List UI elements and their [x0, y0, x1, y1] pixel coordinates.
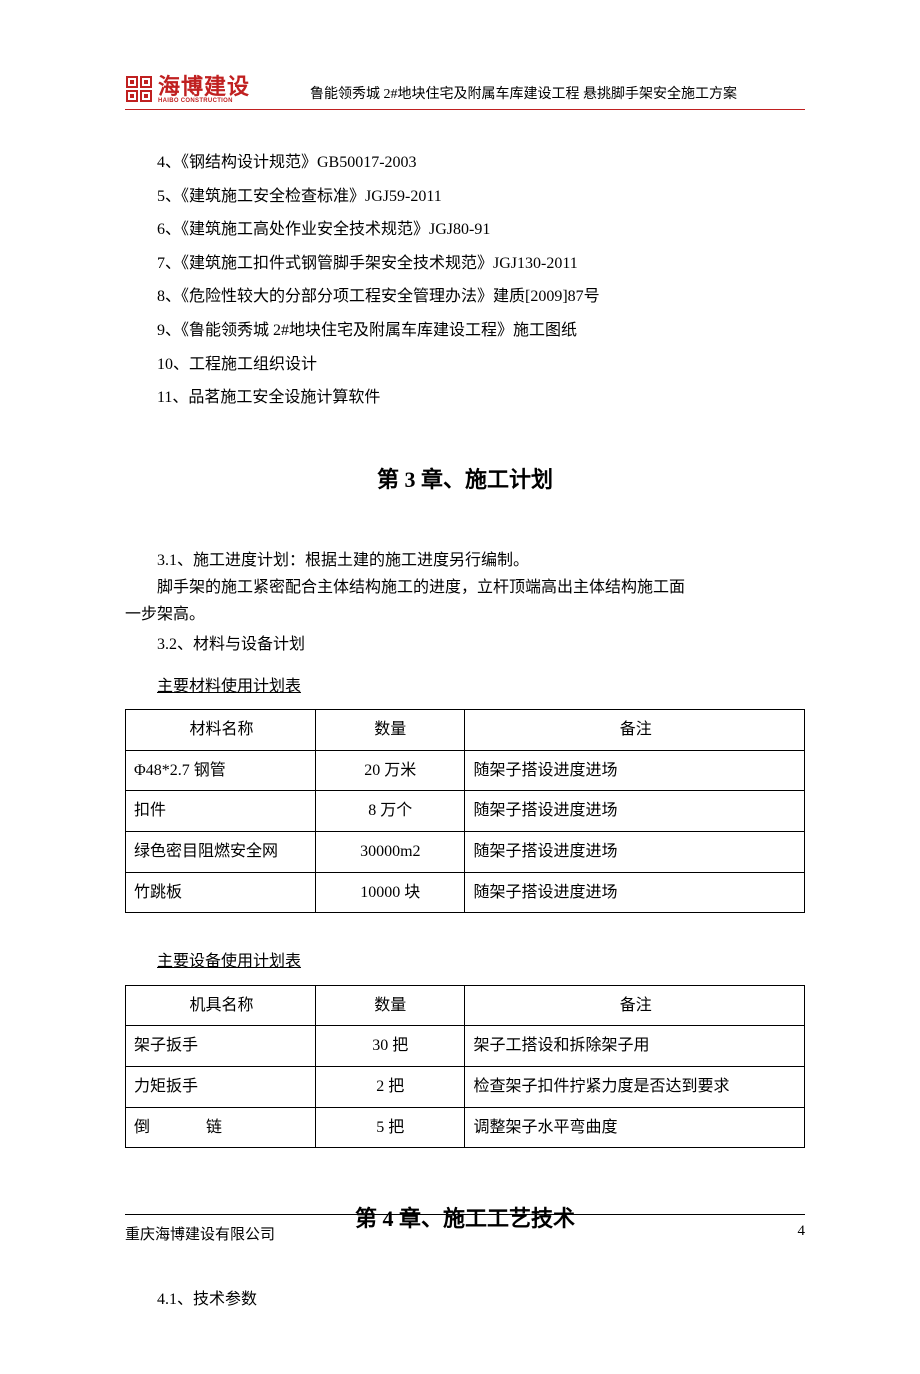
page-header: 海博建设 HAIBO CONSTRUCTION 鲁能领秀城 2#地块住宅及附属车…	[125, 75, 805, 110]
table-header: 机具名称	[126, 985, 316, 1026]
footer-page-number: 4	[798, 1223, 806, 1244]
table-cell: 2 把	[316, 1067, 465, 1108]
logo-icon	[125, 75, 155, 105]
table-cell: 随架子搭设进度进场	[465, 750, 805, 791]
ref-item: 11、品茗施工安全设施计算软件	[125, 381, 805, 415]
ref-item: 6、《建筑施工高处作业安全技术规范》JGJ80-91	[125, 213, 805, 247]
logo-en: HAIBO CONSTRUCTION	[158, 98, 250, 104]
table-row: Φ48*2.7 钢管 20 万米 随架子搭设进度进场	[126, 750, 805, 791]
logo-cn: 海博建设	[158, 76, 250, 98]
table-cell: 30 把	[316, 1026, 465, 1067]
table-header: 数量	[316, 710, 465, 751]
chapter3-p3: 3.2、材料与设备计划	[125, 631, 805, 658]
table-row: 竹跳板 10000 块 随架子搭设进度进场	[126, 872, 805, 913]
table-header: 数量	[316, 985, 465, 1026]
table-row: 扣件 8 万个 随架子搭设进度进场	[126, 791, 805, 832]
table-cell: 30000m2	[316, 832, 465, 873]
chapter3-p2-line2: 一步架高。	[125, 601, 805, 628]
table-row: 倒链 5 把 调整架子水平弯曲度	[126, 1107, 805, 1148]
table-cell: 随架子搭设进度进场	[465, 832, 805, 873]
table-cell: 扣件	[126, 791, 316, 832]
page-footer: 重庆海博建设有限公司 4	[125, 1214, 805, 1244]
table-cell: 20 万米	[316, 750, 465, 791]
ref-item: 4、《钢结构设计规范》GB50017-2003	[125, 146, 805, 180]
table-cell: 10000 块	[316, 872, 465, 913]
content: 4、《钢结构设计规范》GB50017-2003 5、《建筑施工安全检查标准》JG…	[125, 146, 805, 1314]
table-cell: 架子工搭设和拆除架子用	[465, 1026, 805, 1067]
footer-company: 重庆海博建设有限公司	[125, 1223, 275, 1244]
table-row: 力矩扳手 2 把 检查架子扣件拧紧力度是否达到要求	[126, 1067, 805, 1108]
ref-item: 8、《危险性较大的分部分项工程安全管理办法》建质[2009]87号	[125, 280, 805, 314]
table-cell: 架子扳手	[126, 1026, 316, 1067]
table-row: 架子扳手 30 把 架子工搭设和拆除架子用	[126, 1026, 805, 1067]
table-header-row: 材料名称 数量 备注	[126, 710, 805, 751]
table-cell: 绿色密目阻燃安全网	[126, 832, 316, 873]
chapter4-p1: 4.1、技术参数	[125, 1286, 805, 1313]
table-cell: 8 万个	[316, 791, 465, 832]
materials-table: 材料名称 数量 备注 Φ48*2.7 钢管 20 万米 随架子搭设进度进场 扣件…	[125, 709, 805, 913]
table-row: 绿色密目阻燃安全网 30000m2 随架子搭设进度进场	[126, 832, 805, 873]
table2-label: 主要设备使用计划表	[125, 945, 805, 979]
table-header: 备注	[465, 710, 805, 751]
ref-item: 10、工程施工组织设计	[125, 348, 805, 382]
table-header: 材料名称	[126, 710, 316, 751]
table-cell: 调整架子水平弯曲度	[465, 1107, 805, 1148]
ref-item: 5、《建筑施工安全检查标准》JGJ59-2011	[125, 180, 805, 214]
table-cell: Φ48*2.7 钢管	[126, 750, 316, 791]
table-cell: 力矩扳手	[126, 1067, 316, 1108]
chapter3-title: 第 3 章、施工计划	[125, 457, 805, 503]
table-header: 备注	[465, 985, 805, 1026]
table-cell: 随架子搭设进度进场	[465, 872, 805, 913]
equipment-table: 机具名称 数量 备注 架子扳手 30 把 架子工搭设和拆除架子用 力矩扳手 2 …	[125, 985, 805, 1148]
table-cell: 检查架子扣件拧紧力度是否达到要求	[465, 1067, 805, 1108]
chapter3-p1: 3.1、施工进度计划：根据土建的施工进度另行编制。	[125, 547, 805, 574]
table-cell: 倒链	[126, 1107, 316, 1148]
table-cell: 随架子搭设进度进场	[465, 791, 805, 832]
chapter3-p2-line1: 脚手架的施工紧密配合主体结构施工的进度，立杆顶端高出主体结构施工面	[125, 574, 805, 601]
table1-label: 主要材料使用计划表	[125, 670, 805, 704]
table-cell: 5 把	[316, 1107, 465, 1148]
table-cell: 竹跳板	[126, 872, 316, 913]
table-header-row: 机具名称 数量 备注	[126, 985, 805, 1026]
ref-item: 9、《鲁能领秀城 2#地块住宅及附属车库建设工程》施工图纸	[125, 314, 805, 348]
logo-block: 海博建设 HAIBO CONSTRUCTION	[125, 75, 250, 105]
header-doc-title: 鲁能领秀城 2#地块住宅及附属车库建设工程 悬挑脚手架安全施工方案	[310, 83, 737, 105]
ref-item: 7、《建筑施工扣件式钢管脚手架安全技术规范》JGJ130-2011	[125, 247, 805, 281]
